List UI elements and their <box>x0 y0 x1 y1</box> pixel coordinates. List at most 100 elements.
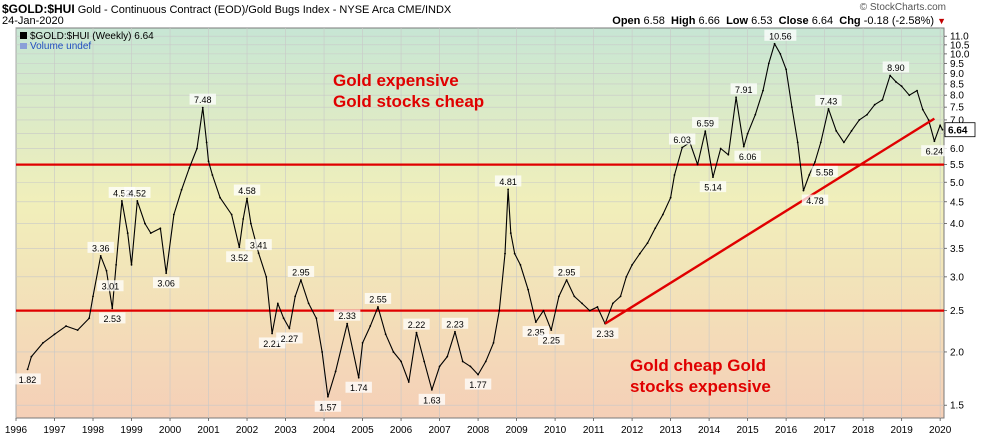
x-tick-label: 2007 <box>428 425 451 436</box>
price-point <box>900 85 903 88</box>
point-label-bg <box>287 265 315 277</box>
price-point <box>446 355 449 358</box>
price-point <box>159 227 162 230</box>
price-point <box>507 188 510 191</box>
price-point <box>111 307 114 310</box>
point-label: 1.82 <box>19 375 37 385</box>
point-label-bg <box>591 327 619 339</box>
price-point <box>477 373 479 376</box>
price-point <box>105 269 108 272</box>
price-point <box>927 119 930 121</box>
price-point <box>357 376 360 379</box>
price-point <box>527 288 530 291</box>
price-point <box>808 174 811 176</box>
point-label-bg <box>882 61 910 73</box>
y-tick-label: 2.5 <box>950 306 964 317</box>
level-lines <box>16 163 944 312</box>
quote-summary: Open 6.58 High 6.66 Low 6.53 Close 6.64 … <box>612 15 946 27</box>
point-label-bg <box>87 241 114 253</box>
price-point <box>921 108 924 111</box>
price-point <box>754 113 757 116</box>
point-label-bg <box>99 312 126 324</box>
y-tick-label: 7.5 <box>950 103 964 114</box>
annotation-top-line1: Gold expensive <box>333 71 459 90</box>
point-label-bg <box>921 145 948 157</box>
point-label-bg <box>418 393 446 405</box>
point-label: 2.35 <box>527 328 545 338</box>
point-label: 6.03 <box>673 135 691 145</box>
trendline-group <box>604 117 936 325</box>
price-point <box>779 52 782 55</box>
x-tick-label: 2011 <box>583 425 605 436</box>
price-point <box>400 360 402 363</box>
x-tick-label: 2005 <box>351 425 374 436</box>
y-tick-label: 4.0 <box>950 219 964 230</box>
price-point <box>26 368 29 371</box>
point-label: 6.24 <box>926 147 944 157</box>
price-point <box>288 327 291 330</box>
price-point <box>558 295 560 298</box>
price-point <box>92 295 94 298</box>
y-tick-label: 7.0 <box>950 115 964 126</box>
point-label: 6.59 <box>696 119 714 129</box>
price-point <box>321 351 324 353</box>
price-point <box>327 395 329 398</box>
low-value: 6.53 <box>751 15 773 27</box>
price-series <box>26 42 944 398</box>
price-point <box>631 264 633 266</box>
point-label: 2.22 <box>408 320 426 330</box>
y-tick-label: 5.0 <box>950 178 964 189</box>
price-point <box>249 222 252 225</box>
price-point <box>542 309 545 312</box>
point-label-bg <box>333 309 361 321</box>
x-tick-label: 2018 <box>852 425 875 436</box>
price-point <box>835 129 838 132</box>
price-point <box>180 188 183 191</box>
price-point <box>742 145 745 148</box>
point-label: 4.81 <box>499 177 517 187</box>
y-tick-label: 3.0 <box>950 272 964 283</box>
price-point <box>727 153 730 156</box>
price-point <box>369 325 372 327</box>
price-point <box>271 332 273 335</box>
price-point <box>513 252 516 255</box>
point-label-bg <box>226 251 253 263</box>
price-point <box>696 163 699 166</box>
x-tick-label: 2012 <box>621 425 644 436</box>
point-label: 8.90 <box>887 63 905 73</box>
price-point <box>814 161 816 163</box>
price-point <box>361 342 364 344</box>
chart-title: $GOLD:$HUI Gold - Continuous Contract (E… <box>2 2 451 16</box>
price-point <box>294 295 297 298</box>
price-point <box>230 213 233 216</box>
annotation-bottom-line2: stocks expensive <box>630 377 771 396</box>
price-point <box>939 124 942 127</box>
point-label: 2.55 <box>369 294 387 304</box>
price-point <box>719 147 722 150</box>
chg-label: Chg <box>839 15 861 27</box>
price-point <box>201 106 204 109</box>
price-point <box>611 302 614 305</box>
y-tick-label: 2.0 <box>950 347 964 358</box>
point-label: 2.21 <box>263 339 281 349</box>
price-point <box>796 141 799 144</box>
point-label-bg <box>441 317 469 329</box>
price-point <box>484 360 487 363</box>
price-point <box>88 317 91 320</box>
price-point <box>941 128 944 131</box>
plot-background <box>15 27 945 419</box>
price-point <box>149 232 152 234</box>
price-point <box>492 342 495 344</box>
point-label-bg <box>692 117 719 129</box>
price-point <box>704 130 707 133</box>
open-label: Open <box>612 15 641 27</box>
point-label-bg <box>464 378 492 390</box>
price-point <box>933 140 936 143</box>
point-label: 2.53 <box>103 314 121 324</box>
price-point <box>115 264 118 266</box>
price-point <box>908 94 911 97</box>
point-label-bg <box>152 277 180 289</box>
symbol: $GOLD:$HUI <box>2 2 75 16</box>
point-label-bg <box>97 280 124 292</box>
price-point <box>534 321 537 323</box>
